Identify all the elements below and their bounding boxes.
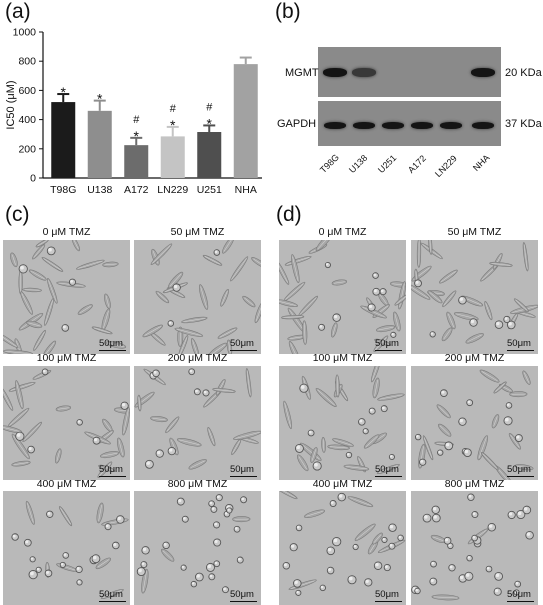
tmz-label: 100 μM TMZ [279, 352, 406, 364]
cell-texture [279, 491, 406, 605]
scale-bar-label: 50μm [375, 338, 399, 349]
micrograph-panel [411, 491, 538, 605]
tmz-label: 800 μM TMZ [411, 478, 538, 490]
micrograph-panel [3, 491, 130, 605]
cell-texture [411, 366, 538, 480]
cell-texture [279, 366, 406, 480]
lane-label-t98g: T98G [318, 152, 341, 175]
cell-texture [3, 366, 130, 480]
tmz-label: 400 μM TMZ [279, 478, 406, 490]
tmz-label: 0 μM TMZ [279, 226, 406, 238]
micrograph-panel [279, 491, 406, 605]
scale-bar-label: 50μm [230, 464, 254, 475]
tmz-label: 50 μM TMZ [411, 226, 538, 238]
micrograph-panel [279, 366, 406, 480]
blot-band-mgmt [471, 68, 495, 77]
scale-bar-label: 50μm [375, 464, 399, 475]
blot-band-mgmt [352, 68, 376, 77]
cell-texture [411, 491, 538, 605]
scale-bar-line [375, 476, 402, 477]
cell-texture [279, 240, 406, 354]
scale-bar-line [507, 350, 534, 351]
cell-texture [3, 240, 130, 354]
scale-bar-line [99, 476, 126, 477]
lane-label-ln229: LN229 [433, 153, 459, 179]
scale-bar-label: 50μm [99, 338, 123, 349]
micrograph-panel [411, 240, 538, 354]
scale-bar-line [230, 476, 257, 477]
scale-bar-line [99, 350, 126, 351]
micrograph-panel [134, 491, 261, 605]
scale-bar-label: 50μm [375, 589, 399, 600]
cell-texture [411, 240, 538, 354]
cell-texture [134, 491, 261, 605]
scale-bar-line [375, 350, 402, 351]
scale-bar-label: 50μm [230, 338, 254, 349]
blot-band-gapdh [472, 122, 494, 129]
blot-band-gapdh [440, 122, 462, 129]
micrograph-panel [3, 240, 130, 354]
scale-bar-label: 50μm [507, 338, 531, 349]
tmz-label: 800 μM TMZ [134, 478, 261, 490]
tmz-label: 200 μM TMZ [411, 352, 538, 364]
scale-bar-label: 50μm [99, 464, 123, 475]
blot-size-label-gapdh: 37 KDa [505, 118, 542, 130]
scale-bar-line [230, 601, 257, 602]
lane-label-u251: U251 [376, 153, 398, 175]
blot-row-label-gapdh: GAPDH [277, 118, 316, 130]
lane-label-a172: A172 [406, 153, 428, 175]
scale-bar-label: 50μm [507, 589, 531, 600]
blot-size-label-mgmt: 20 KDa [505, 67, 542, 79]
cell-texture [3, 491, 130, 605]
tmz-label: 400 μM TMZ [3, 478, 130, 490]
scale-bar-label: 50μm [507, 464, 531, 475]
panel-label-c: (c) [5, 203, 30, 227]
blot-band-gapdh [324, 122, 346, 129]
micrograph-panel [279, 240, 406, 354]
cell-texture [134, 366, 261, 480]
lane-label-u138: U138 [347, 153, 369, 175]
lane-label-nha: NHA [471, 153, 492, 174]
micrograph-panel [134, 366, 261, 480]
scale-bar-line [507, 476, 534, 477]
panel-label-d: (d) [276, 203, 302, 227]
blot-band-gapdh [382, 122, 404, 129]
tmz-label: 0 μM TMZ [3, 226, 130, 238]
cell-texture [134, 240, 261, 354]
tmz-label: 200 μM TMZ [134, 352, 261, 364]
scale-bar-line [99, 601, 126, 602]
blot-band-gapdh [411, 122, 433, 129]
blot-row-label-mgmt: MGMT [285, 67, 319, 79]
blot-band-mgmt [323, 68, 347, 77]
scale-bar-label: 50μm [230, 589, 254, 600]
micrograph-panel [134, 240, 261, 354]
tmz-label: 50 μM TMZ [134, 226, 261, 238]
tmz-label: 100 μM TMZ [3, 352, 130, 364]
scale-bar-line [375, 601, 402, 602]
scale-bar-line [507, 601, 534, 602]
scale-bar-line [230, 350, 257, 351]
micrograph-panel [3, 366, 130, 480]
micrograph-panel [411, 366, 538, 480]
western-blot: MGMT GAPDH 20 KDa 37 KDa T98G U138 U251 … [0, 0, 543, 200]
blot-band-gapdh [353, 122, 375, 129]
scale-bar-label: 50μm [99, 589, 123, 600]
